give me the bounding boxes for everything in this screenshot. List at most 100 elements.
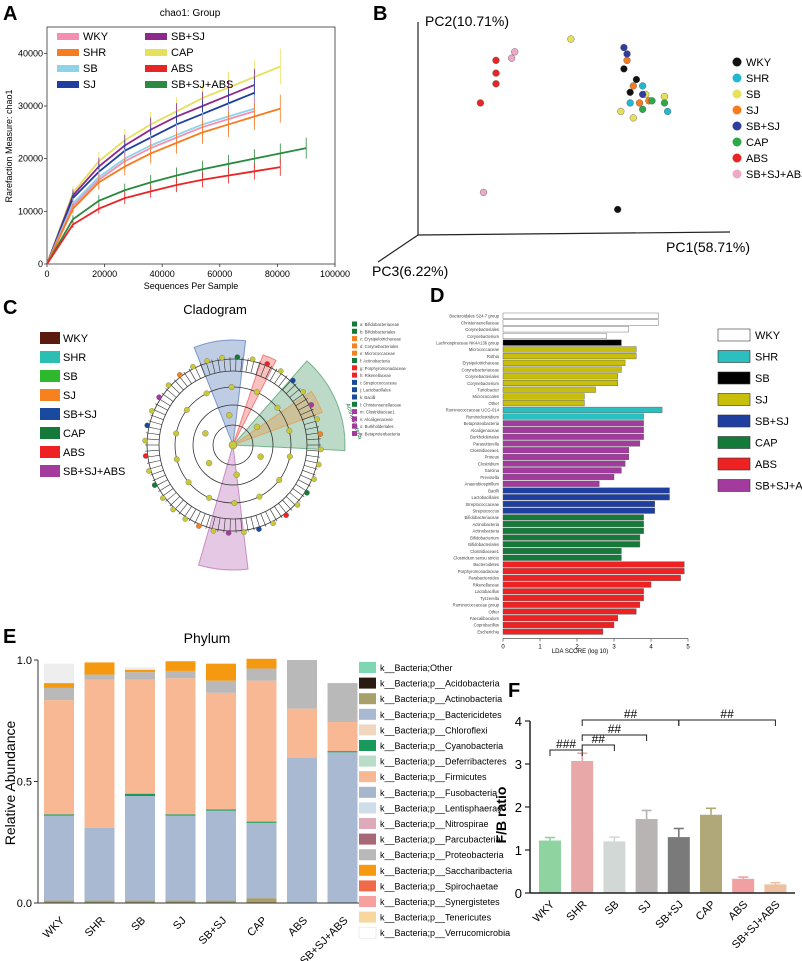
fb-bar-sb-sj-abs [764, 884, 787, 893]
phylum-ytick-label: 0.5 [17, 777, 32, 789]
phylum-legend-swatch [359, 786, 376, 798]
clado-node [314, 416, 320, 422]
lefse-bar-abs [502, 601, 641, 608]
cladogram-group-legend: WKY SHR SB SJ SB+SJ CAP ABS SB+SJ+ABS [40, 332, 125, 478]
a-line-sb-sj [46, 84, 255, 265]
lefse-legend-label-shr: SHR [755, 352, 778, 364]
clado-branch [188, 508, 197, 522]
lefse-bar-label: Parasutterella [473, 441, 500, 446]
lefse-bar-abs [502, 581, 652, 588]
clado-node [228, 384, 235, 390]
lefse-bar-abs [502, 615, 618, 622]
lefse-bar-sb-sj-abs [502, 420, 644, 427]
lefse-bar-label: Clostridiaceae1 [470, 448, 500, 453]
pcoa-point-sb-sj-abs [511, 48, 519, 56]
clado-node [202, 430, 209, 437]
clado-node [278, 368, 284, 374]
clado-node [142, 453, 149, 459]
clade-sector-corynebacteriales [232, 390, 323, 446]
phylum-segment-actinobacteria [246, 898, 277, 903]
phylum-legend-swatch [359, 740, 376, 751]
clado-node [308, 402, 315, 408]
phylum-legend-label: k__Bacteria;p__Chloroflexi [380, 725, 488, 735]
phylum-legend-label: k__Bacteria;p__Actinobacteria [380, 694, 502, 704]
clado-legend-swatch-sb-sj-abs [40, 465, 60, 477]
fb-ytick-label: 3 [515, 757, 522, 772]
clado-legend-swatch-sb [40, 370, 60, 382]
phylum-legend-label: k__Bacteria;p__Firmicutes [380, 772, 487, 782]
a-ytick-label: 10000 [18, 206, 43, 216]
phylum-segment-proteobacteria [84, 674, 115, 680]
lefse-bar-label: Bacteroidales S24-7 group [449, 314, 499, 319]
lefse-legend-swatch-sb [717, 371, 751, 385]
fb-ytick-label: 1 [515, 843, 522, 858]
panel-d-lefse: Bacteroidales S24-7 groupChristensenella… [436, 312, 802, 655]
lefse-bar-abs [502, 608, 637, 615]
pcoa-point-sb-sj [623, 50, 631, 58]
a-legend-label-sb-sj: SB+SJ [171, 31, 205, 43]
phylum-segment-proteobacteria [44, 687, 74, 701]
clado-clade-label: p: Betaproteobacteria [360, 432, 401, 437]
a-legend-swatch-sj [57, 81, 79, 88]
pcoa-point-cap [639, 105, 647, 113]
lefse-bar-abs [502, 574, 681, 581]
fb-bar-sb [603, 841, 626, 893]
lefse-bar-sj [502, 400, 585, 407]
pcoa-legend-label-sb-sj-abs: SB+SJ+ABS [746, 169, 802, 181]
lefse-bar-abs [502, 568, 685, 575]
clado-node [203, 390, 210, 397]
pcoa-point-sb [660, 92, 669, 101]
lefse-bar-sj [502, 386, 596, 393]
clado-branch [194, 365, 201, 379]
clado-branch [282, 499, 293, 511]
lefse-legend-label-sb-sj: SB+SJ [755, 416, 789, 428]
lefse-bar-cap [502, 514, 644, 521]
pcoa-legend-label-cap: CAP [746, 137, 769, 149]
panel-a-rarefaction: chao1: Group 0 20000 40000 60000 80000 100000… [4, 8, 350, 291]
lefse-bar-sb-sj-abs [502, 453, 630, 460]
lefse-bar-label: Bifidobacteriales [468, 542, 499, 547]
clado-node [183, 407, 190, 413]
clado-node [318, 446, 324, 453]
clado-branch [250, 516, 255, 531]
clado-branch [183, 371, 192, 384]
pcoa-legend-dot-sb [732, 89, 742, 99]
phylum-legend-swatch [359, 896, 376, 907]
clado-legend-swatch-cap [40, 427, 60, 439]
clado-branch [306, 455, 321, 458]
clado-node [317, 431, 324, 437]
phylum-segment-cyanobacteria [165, 814, 196, 816]
a-legend-swatch-shr [57, 49, 79, 56]
lefse-bar-label: Porphyromonadaceae [458, 569, 500, 574]
phylum-legend-swatch [359, 755, 376, 767]
phylum-segment-proteobacteria [125, 672, 155, 680]
lefse-bar-label: Burkholderiales [470, 435, 499, 440]
lefse-bar-sb-sj-abs [502, 433, 644, 440]
fb-bar-cap [700, 814, 722, 893]
lefse-legend-swatch-cap [717, 436, 751, 449]
lefse-bar-wky [502, 319, 659, 326]
pcoa-point-wky [614, 205, 622, 214]
lefse-bar-label: Corynebacterium [467, 381, 499, 386]
lefse-bar-label: Bacilli [488, 488, 499, 493]
lefse-bar-sj [502, 393, 585, 400]
panel-c-cladogram: Cladogram WKY SHR SB SJ SB+SJ CAP ABS SB+SJ+ABS… [40, 302, 407, 571]
panel-f-fb-ratio: F/B ratio WKY SHR SB SJ SB+SJ CAP ABSSB+SJ+ABS… [493, 707, 795, 951]
fb-bar-abs [732, 878, 755, 893]
clado-node [256, 493, 263, 500]
clado-node [160, 495, 166, 501]
fb-category-label: CAP [694, 899, 718, 923]
clado-clade-swatch [352, 321, 357, 327]
phylum-segment-firmicutes [44, 700, 74, 815]
a-xtick-label: 20000 [92, 269, 117, 279]
panel-label-d: D [430, 285, 444, 307]
panel-e-phylum: Phylum Relative Abundance WKY SHR SB SJ SB+S… [2, 630, 512, 961]
clado-branch [269, 508, 278, 522]
a-legend-swatch-cap [145, 49, 167, 56]
lefse-legend-label-wky: WKY [755, 330, 781, 342]
phylum-legend-label: k__Bacteria;p__Fusobacteria [380, 788, 497, 798]
lefse-bar-label: Ruminiclostridium [466, 414, 500, 419]
clado-branch [150, 414, 164, 420]
clado-branch [152, 474, 166, 482]
